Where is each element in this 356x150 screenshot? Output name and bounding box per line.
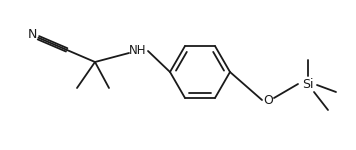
Text: NH: NH [129,44,147,57]
Text: O: O [263,93,273,106]
Text: Si: Si [302,78,314,90]
Text: N: N [27,28,37,42]
